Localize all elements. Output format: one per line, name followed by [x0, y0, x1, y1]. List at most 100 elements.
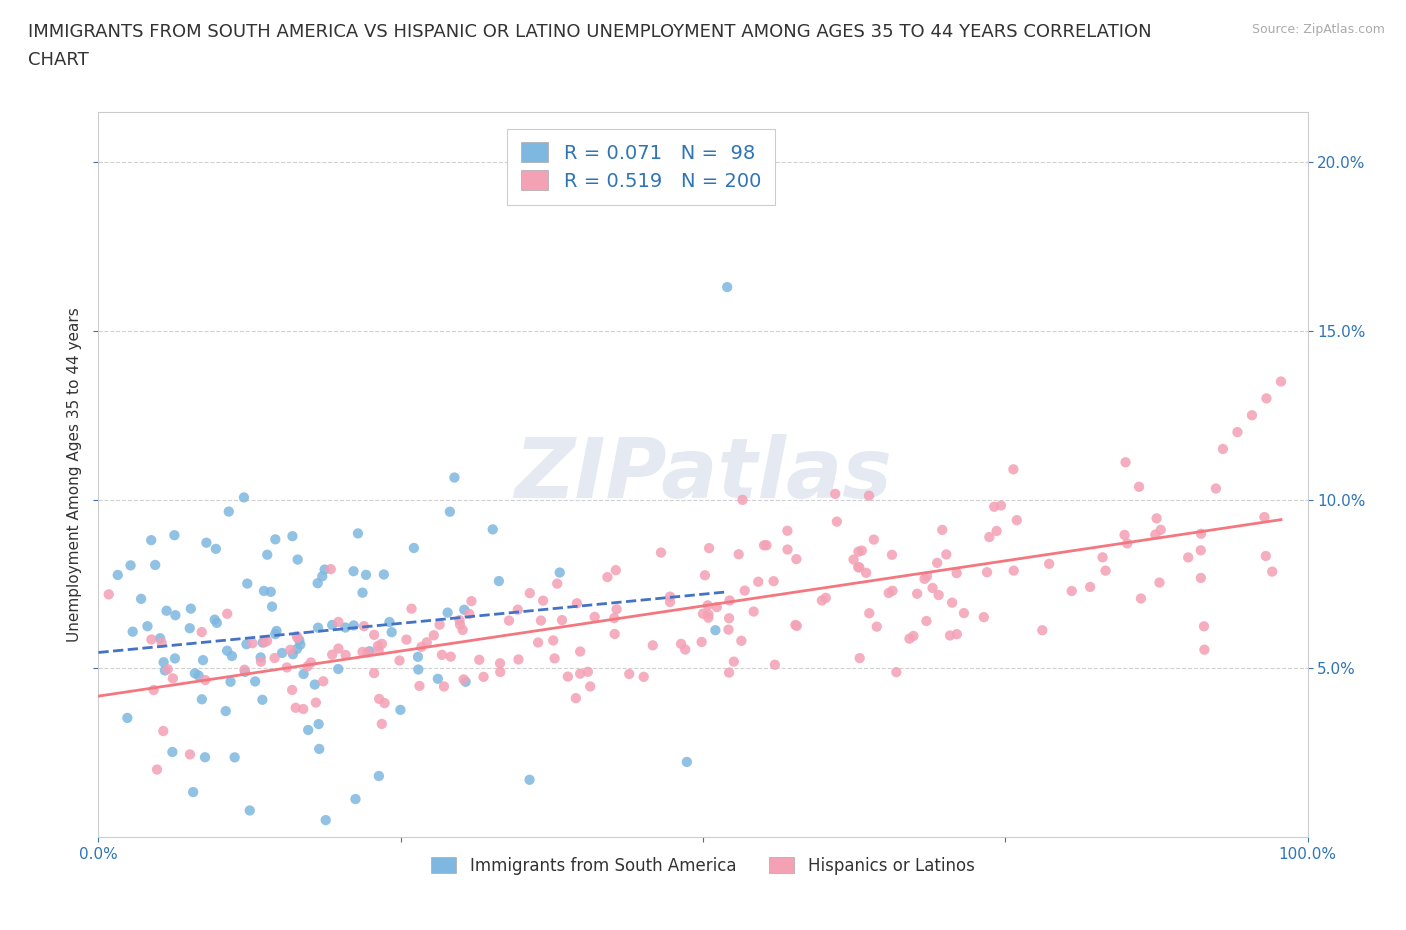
Point — [179, 747, 201, 762]
Point — [155, 604, 177, 618]
Point — [163, 528, 186, 543]
Point — [107, 567, 129, 582]
Point — [855, 565, 877, 580]
Point — [440, 649, 463, 664]
Point — [488, 574, 510, 589]
Point — [367, 638, 389, 653]
Point — [253, 635, 276, 650]
Point — [335, 620, 357, 635]
Point — [408, 679, 430, 694]
Point — [250, 654, 273, 669]
Point — [886, 665, 908, 680]
Point — [374, 696, 396, 711]
Point — [312, 674, 335, 689]
Point — [371, 636, 394, 651]
Point — [747, 575, 769, 590]
Point — [121, 624, 143, 639]
Point — [287, 631, 309, 645]
Point — [290, 637, 312, 652]
Point — [153, 663, 176, 678]
Point — [307, 620, 329, 635]
Point — [776, 542, 799, 557]
Point — [742, 604, 765, 619]
Point — [814, 591, 837, 605]
Point — [239, 803, 262, 817]
Point — [281, 683, 304, 698]
Point — [605, 563, 627, 578]
Point — [146, 762, 169, 777]
Point — [1146, 511, 1168, 525]
Point — [1005, 512, 1028, 527]
Point — [692, 606, 714, 621]
Point — [1150, 523, 1173, 538]
Point — [928, 588, 950, 603]
Point — [824, 486, 846, 501]
Text: CHART: CHART — [28, 51, 89, 69]
Point — [697, 610, 720, 625]
Point — [915, 614, 938, 629]
Point — [149, 631, 172, 645]
Point — [693, 568, 716, 583]
Point — [1114, 527, 1136, 542]
Point — [315, 813, 337, 828]
Point — [328, 661, 350, 676]
Point — [882, 583, 904, 598]
Point — [305, 695, 328, 710]
Point — [449, 613, 471, 628]
Point — [354, 567, 377, 582]
Point — [866, 619, 889, 634]
Point — [785, 618, 807, 632]
Point — [408, 662, 430, 677]
Point — [180, 601, 202, 616]
Point — [252, 635, 274, 650]
Point — [898, 631, 921, 646]
Point — [218, 504, 240, 519]
Point — [1189, 570, 1212, 585]
Point — [825, 514, 848, 529]
Point — [697, 540, 720, 555]
Point — [253, 583, 276, 598]
Point — [343, 618, 366, 633]
Point — [727, 547, 749, 562]
Point — [243, 674, 266, 689]
Point — [152, 655, 174, 670]
Point — [232, 490, 254, 505]
Point — [165, 608, 187, 623]
Point — [776, 524, 799, 538]
Point — [278, 643, 301, 658]
Point — [979, 529, 1001, 544]
Point — [352, 644, 374, 659]
Point — [460, 593, 482, 608]
Point — [184, 666, 207, 681]
Point — [252, 692, 274, 707]
Point — [233, 664, 256, 679]
Point — [191, 692, 214, 707]
Point — [136, 618, 159, 633]
Point — [142, 683, 165, 698]
Point — [439, 504, 461, 519]
Point — [565, 691, 588, 706]
Point — [717, 622, 740, 637]
Point — [935, 547, 957, 562]
Point — [731, 492, 754, 507]
Point — [1256, 391, 1278, 405]
Point — [328, 641, 350, 656]
Point — [264, 532, 287, 547]
Point — [356, 645, 378, 660]
Point — [1212, 442, 1234, 457]
Point — [603, 627, 626, 642]
Point — [205, 616, 228, 631]
Point — [443, 470, 465, 485]
Point — [659, 594, 682, 609]
Point — [848, 560, 870, 575]
Point — [181, 785, 204, 800]
Point — [931, 523, 953, 538]
Point — [143, 557, 166, 572]
Point — [97, 587, 120, 602]
Point — [194, 672, 217, 687]
Point — [371, 716, 394, 731]
Point — [472, 670, 495, 684]
Point — [704, 623, 727, 638]
Point — [1149, 575, 1171, 590]
Point — [846, 560, 869, 575]
